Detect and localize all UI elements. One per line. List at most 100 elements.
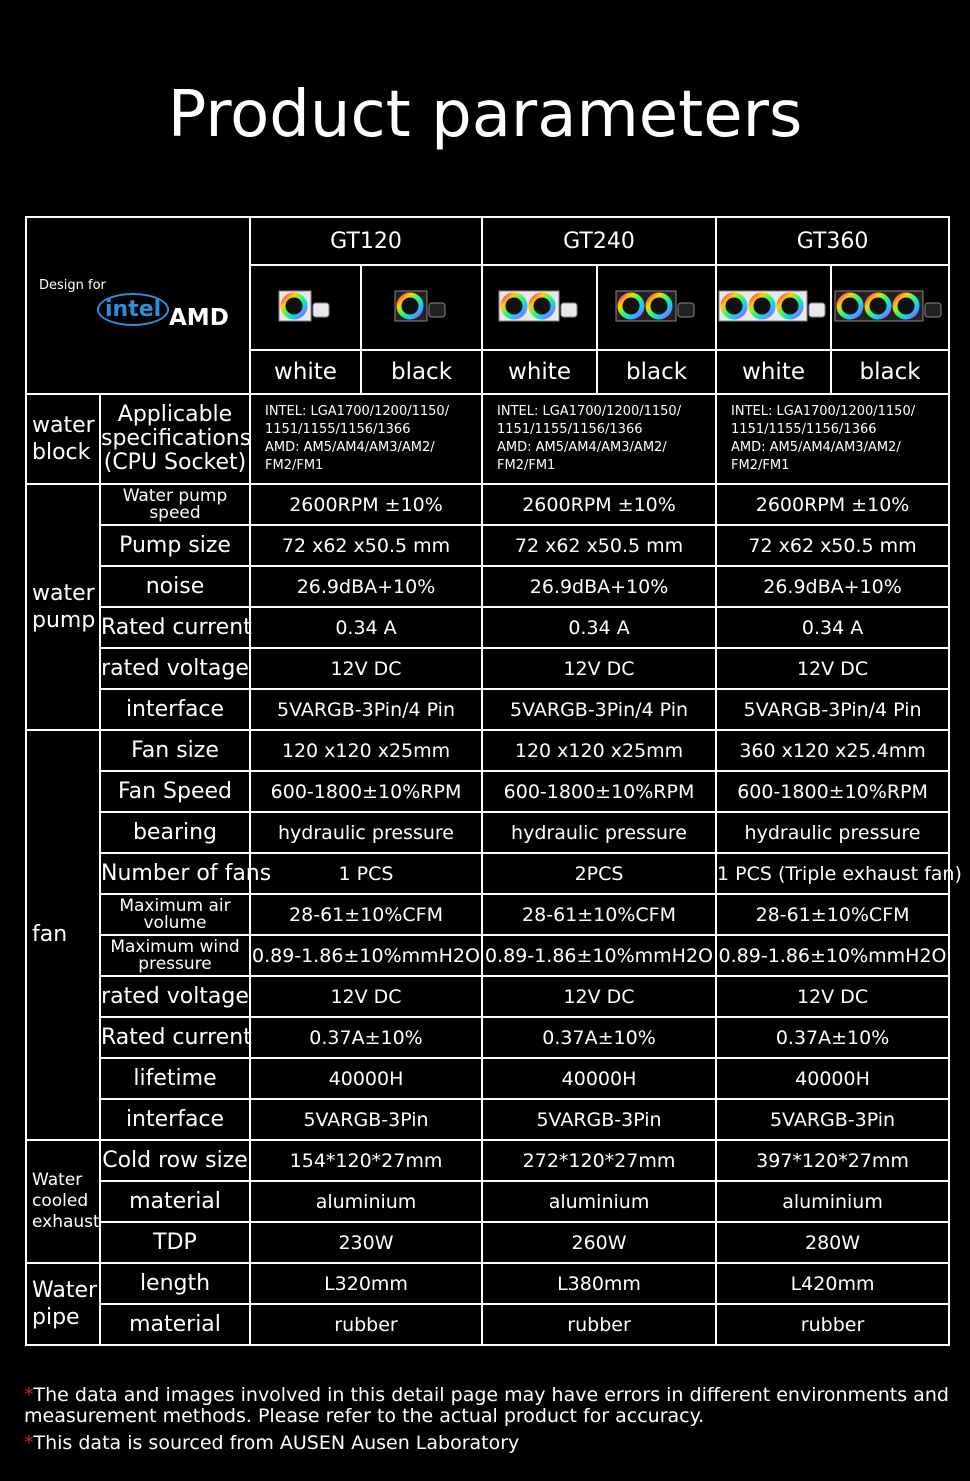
spec-row: Number of fans 1 PCS 2PCS 1 PCS (Triple exh…: [26, 852, 962, 895]
spec-value: 28-61±10%CFM: [248, 893, 484, 936]
footnote: *This data is sourced from AUSEN Ausen L…: [24, 1433, 949, 1454]
param-label: Cold row size: [99, 1139, 251, 1182]
footnote: *The data and images involved in this de…: [24, 1385, 949, 1427]
model-name: GT240: [481, 216, 718, 266]
footnote-text: This data is sourced from AUSEN Ausen La…: [33, 1432, 520, 1454]
spec-value: 5VARGB-3Pin: [481, 1098, 718, 1141]
group-label: water pump: [25, 483, 101, 731]
spec-value: INTEL: LGA1700/1200/1150/ 1151/1155/1156…: [248, 393, 484, 485]
spec-row: bearing hydraulic pressure hydraulic press…: [26, 811, 951, 854]
param-label: material: [99, 1303, 251, 1346]
spec-value: 12V DC: [715, 975, 951, 1018]
group-label: Water cooled exhaust: [25, 1139, 101, 1264]
product-image-cell: [830, 264, 951, 351]
spec-value: L320mm: [248, 1262, 484, 1305]
spec-row: material aluminium aluminium aluminium: [26, 1180, 951, 1223]
param-label: Fan Speed: [99, 770, 251, 813]
spec-value: 5VARGB-3Pin/4 Pin: [715, 688, 951, 731]
spec-row: interface 5VARGB-3Pin 5VARGB-3Pin 5VARGB-3P…: [26, 1098, 951, 1141]
spec-value: 5VARGB-3Pin: [248, 1098, 484, 1141]
param-label: Maximum wind pressure: [99, 934, 251, 977]
model-name: GT120: [248, 216, 484, 266]
spec-value: 600-1800±10%RPM: [248, 770, 484, 813]
spec-value: 600-1800±10%RPM: [715, 770, 951, 813]
color-name: white: [715, 349, 833, 395]
param-label: Water pump speed: [99, 483, 251, 526]
spec-value: 0.34 A: [248, 606, 484, 649]
spec-value: 72 x62 x50.5 mm: [248, 524, 484, 567]
param-label: Rated current: [99, 606, 252, 649]
page-title: Product parameters: [167, 78, 803, 152]
spec-value: 0.89-1.86±10%mmH2O: [248, 934, 484, 977]
spec-value: 0.37A±10%: [248, 1016, 484, 1059]
image-row: [26, 264, 951, 351]
spec-value: 12V DC: [481, 647, 718, 690]
param-label: Pump size: [99, 524, 251, 567]
spec-value: 40000H: [481, 1057, 718, 1100]
spec-row: noise 26.9dBA+10% 26.9dBA+10% 26.9dBA+10%: [26, 565, 951, 608]
spec-row: rated voltage 12V DC 12V DC 12V DC: [26, 975, 951, 1018]
spec-value: 120 x120 x25mm: [248, 729, 484, 772]
param-label: rated voltage: [99, 647, 251, 690]
spec-row: TDP 230W 260W 280W: [26, 1221, 951, 1264]
spec-value: 12V DC: [481, 975, 718, 1018]
spec-value: hydraulic pressure: [715, 811, 951, 854]
product-image: [834, 290, 942, 322]
spec-value: 0.34 A: [481, 606, 718, 649]
spec-value: 154*120*27mm: [248, 1139, 484, 1182]
spec-value: 12V DC: [248, 647, 484, 690]
spec-value: 2600RPM ±10%: [248, 483, 484, 526]
footnotes: *The data and images involved in this de…: [24, 1385, 949, 1460]
spec-row: Fan Speed 600-1800±10%RPM 600-1800±10%RPM 6…: [26, 770, 951, 813]
spec-value: rubber: [715, 1303, 951, 1346]
product-image: [615, 290, 695, 322]
footnote-text: The data and images involved in this det…: [24, 1384, 949, 1427]
spec-value: rubber: [248, 1303, 484, 1346]
spec-value: hydraulic pressure: [248, 811, 484, 854]
spec-row: Rated current 0.37A±10% 0.37A±10% 0.37A±10%: [26, 1016, 951, 1059]
spec-row: water block Applicable specifications (CP…: [25, 393, 951, 485]
color-name: black: [359, 349, 484, 395]
brand-block: Design for intel AMD: [27, 219, 249, 393]
param-label: Fan size: [99, 729, 251, 772]
spec-value: 0.34 A: [715, 606, 951, 649]
footnote-mark: *: [24, 1384, 34, 1406]
spec-value: rubber: [481, 1303, 718, 1346]
color-name: black: [830, 349, 951, 395]
product-image-cell: [715, 264, 833, 351]
spec-value: 2600RPM ±10%: [481, 483, 718, 526]
spec-value: 26.9dBA+10%: [481, 565, 718, 608]
spec-value: 397*120*27mm: [715, 1139, 951, 1182]
spec-value: 28-61±10%CFM: [715, 893, 951, 936]
param-label: Maximum air volume: [99, 893, 251, 936]
param-label: material: [99, 1180, 251, 1223]
product-image-cell: [359, 264, 484, 351]
param-label: bearing: [99, 811, 251, 854]
color-name: white: [249, 349, 362, 395]
spec-table: Design for intel AMD GT120 GT240 GT360 white bl…: [25, 216, 962, 1346]
spec-row: water pump Water pump speed 2600RPM ±10% 26…: [25, 483, 951, 731]
intel-logo: intel: [97, 292, 170, 326]
spec-value: 72 x62 x50.5 mm: [715, 524, 951, 567]
group-label: water block: [25, 393, 101, 485]
param-label: Number of fans: [99, 852, 271, 895]
param-label: length: [99, 1262, 251, 1305]
group-label: fan: [25, 729, 101, 1141]
spec-value: aluminium: [248, 1180, 484, 1223]
product-image-cell: [596, 264, 718, 351]
spec-value: 28-61±10%CFM: [481, 893, 718, 936]
spec-value: 0.89-1.86±10%mmH2O: [715, 934, 951, 977]
spec-value: 12V DC: [248, 975, 484, 1018]
spec-row: Maximum wind pressure 0.89-1.86±10%mmH2O 0…: [26, 934, 951, 977]
spec-value: 280W: [715, 1221, 951, 1264]
spec-value: 40000H: [715, 1057, 951, 1100]
color-row: white black white black white black: [26, 349, 951, 395]
spec-value: 2PCS: [481, 852, 718, 895]
spec-value: 12V DC: [715, 647, 951, 690]
brand-cell: Design for intel AMD: [25, 216, 251, 395]
spec-value: 5VARGB-3Pin/4 Pin: [481, 688, 718, 731]
product-image: [394, 290, 445, 322]
spec-value: 0.89-1.86±10%mmH2O: [481, 934, 718, 977]
spec-row: Rated current 0.34 A 0.34 A 0.34 A: [26, 606, 951, 649]
spec-value: hydraulic pressure: [481, 811, 718, 854]
